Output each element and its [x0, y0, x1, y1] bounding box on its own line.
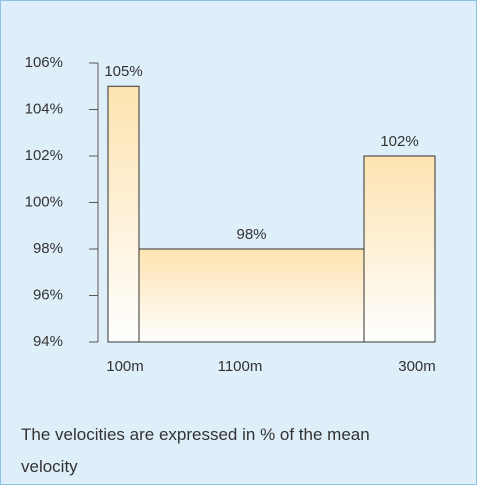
- value-label: 102%: [380, 133, 418, 150]
- bar: [138, 248, 365, 343]
- value-label: 105%: [104, 63, 142, 80]
- y-tick-label: 106%: [25, 54, 63, 71]
- y-tick-label: 94%: [33, 333, 63, 350]
- x-tick-label: 100m: [106, 358, 144, 375]
- value-label: 98%: [236, 226, 266, 243]
- y-tick-label: 100%: [25, 193, 63, 210]
- y-tick-label: 104%: [25, 100, 63, 117]
- bar: [363, 155, 436, 343]
- y-tick-label: 102%: [25, 147, 63, 164]
- y-tick-label: 96%: [33, 286, 63, 303]
- note: The velocities are expressed in % of the…: [21, 425, 370, 476]
- x-tick-label: 300m: [398, 358, 436, 375]
- bar: [107, 85, 140, 343]
- y-tick-label: 98%: [33, 240, 63, 257]
- x-tick-label: 1100m: [218, 358, 263, 375]
